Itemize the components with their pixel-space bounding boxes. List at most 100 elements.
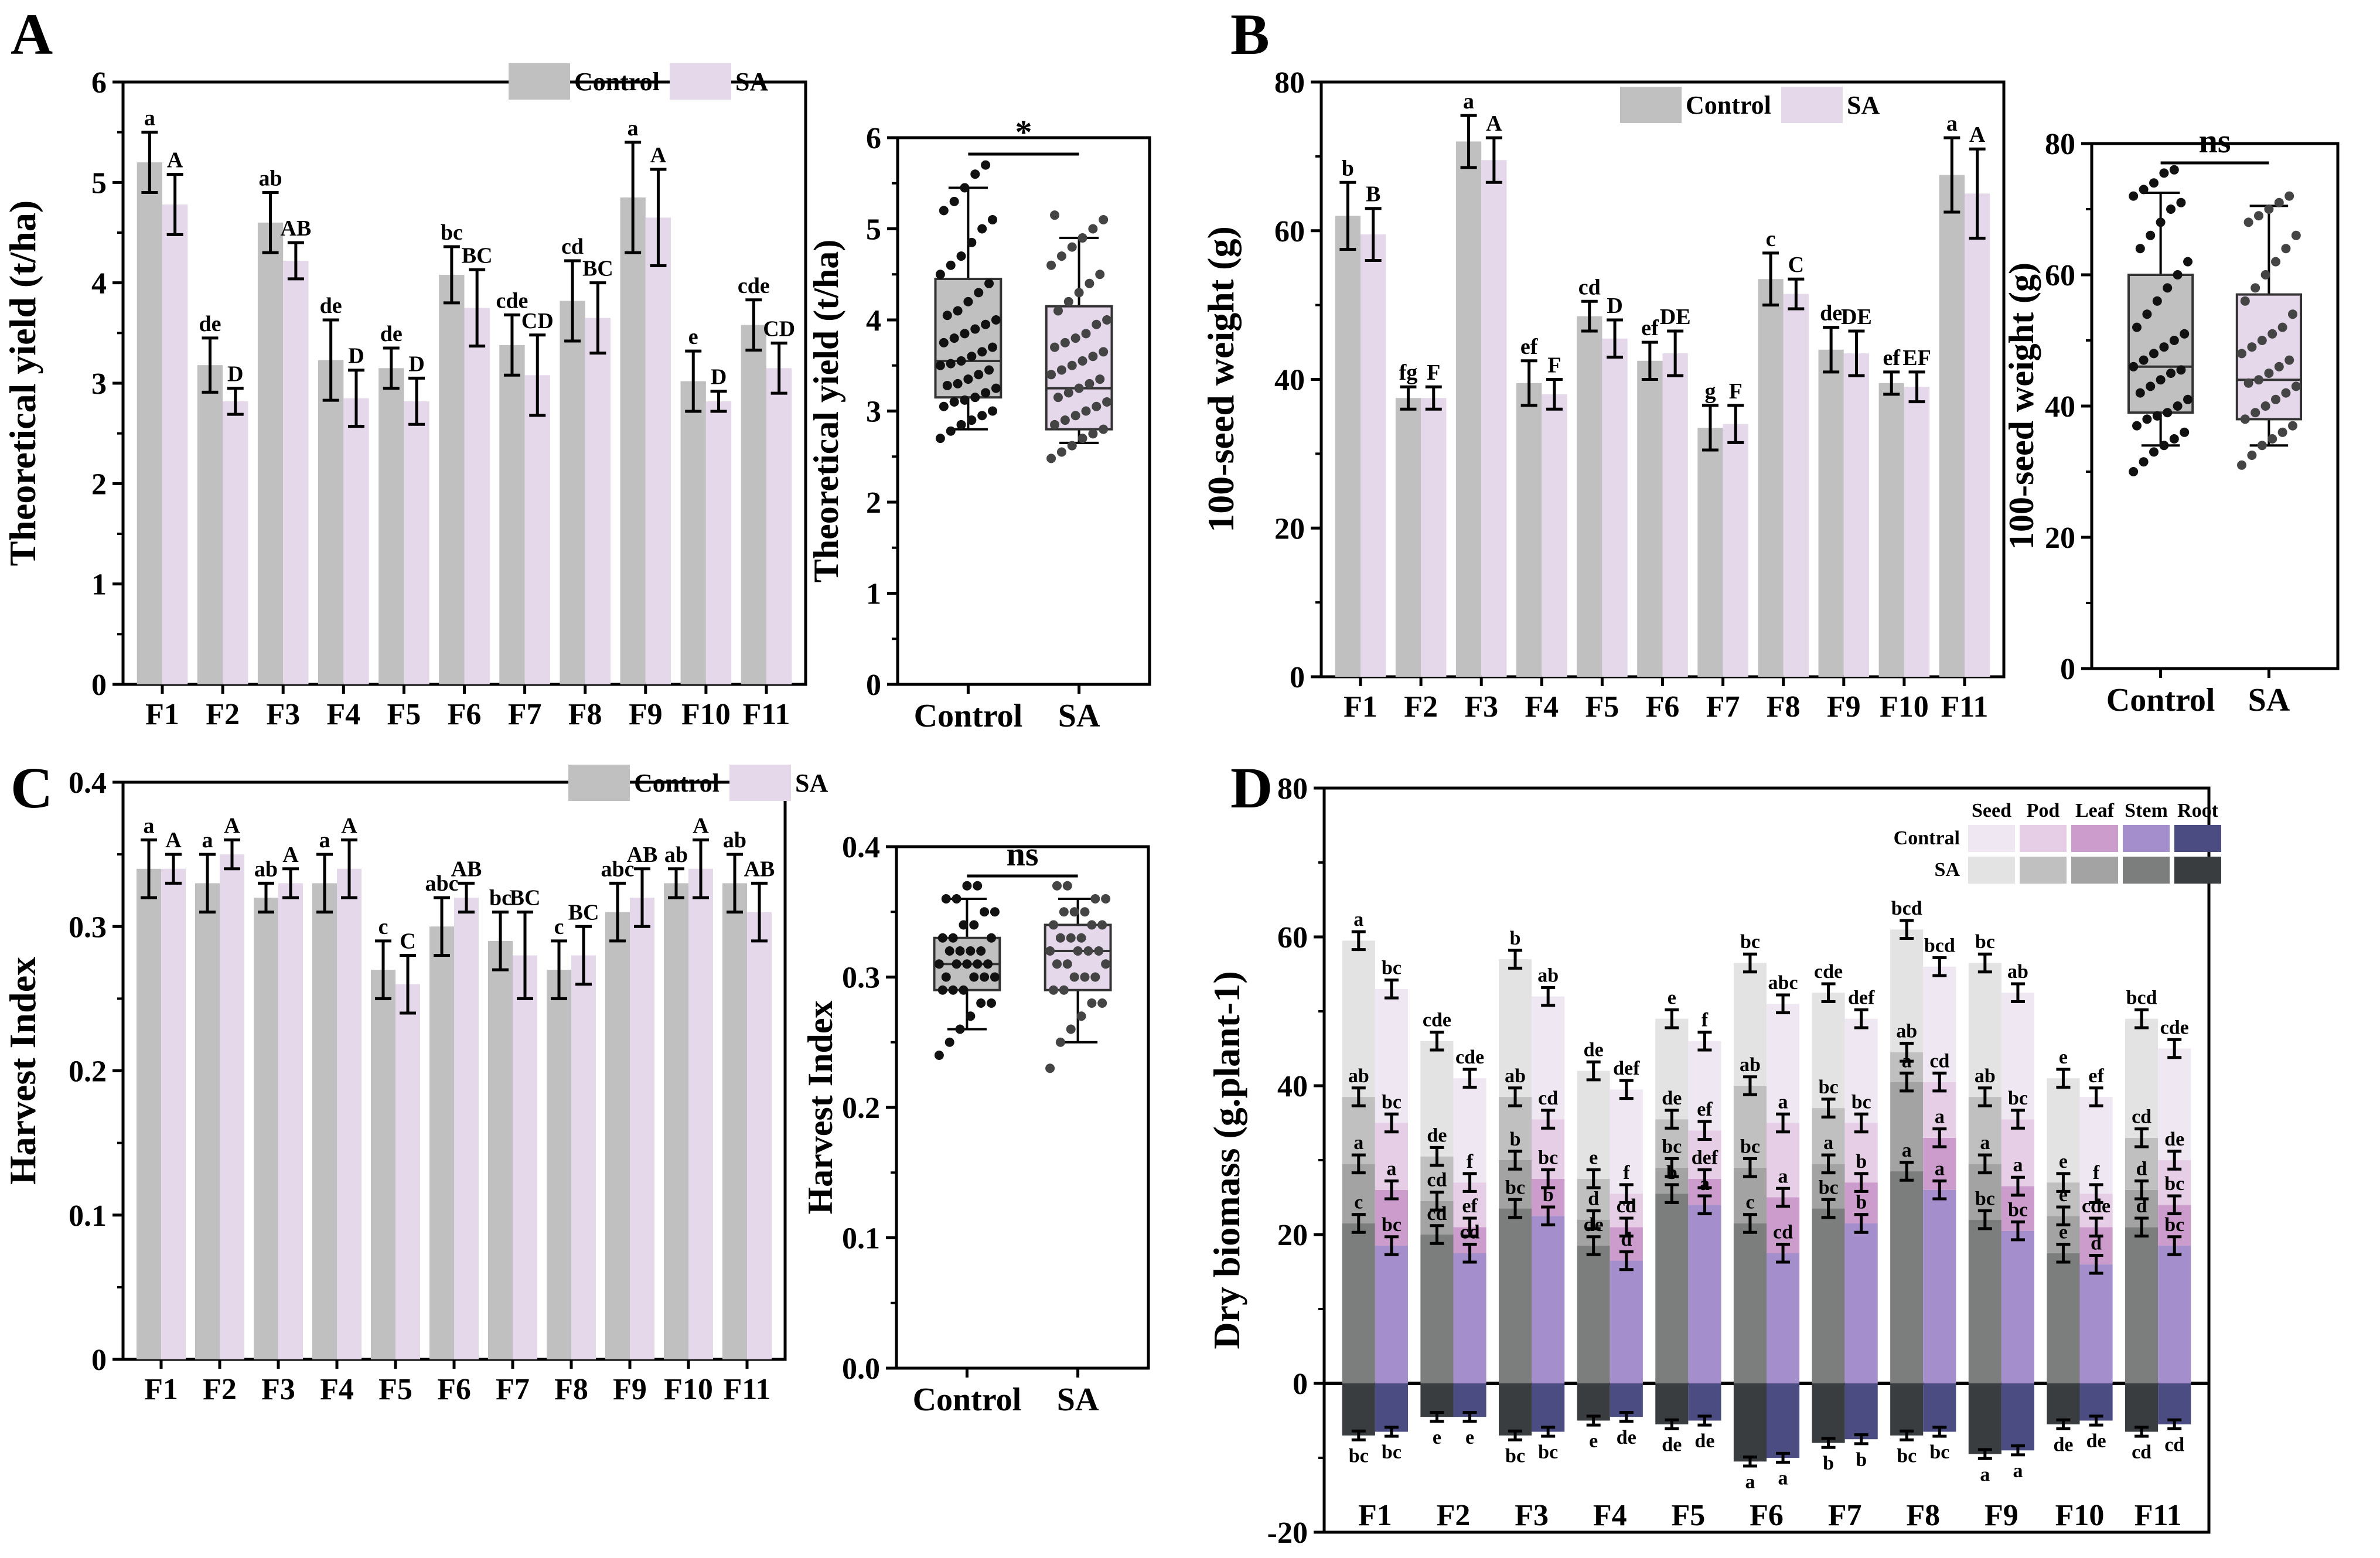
a-box-point — [946, 359, 956, 369]
c-bar-bar-control — [254, 898, 278, 1359]
c-bar-bar-control — [605, 912, 630, 1359]
d-stack-sig-letter: bc — [1819, 1076, 1839, 1098]
c-bar-xtick-label: F6 — [437, 1373, 471, 1406]
a-box-point — [1060, 415, 1070, 425]
d-stack-sig-letter: bc — [1382, 957, 1402, 979]
a-bar-bar-control — [379, 368, 404, 684]
a-bar-ylabel: Theoretical yield (t/ha) — [2, 200, 43, 567]
c-bar-ylabel: Harvest Index — [2, 957, 43, 1185]
c-bar-sig-letter: AB — [627, 843, 658, 867]
d-stack-ytick-label: 20 — [1277, 1219, 1308, 1252]
c-box-point — [973, 959, 983, 969]
a-bar-sig-letter: D — [227, 362, 243, 387]
c-box-point — [945, 1037, 954, 1047]
a-box-ytick-label: 1 — [866, 578, 881, 611]
d-stack-segment-seed — [2125, 1018, 2159, 1138]
b-box-point — [2129, 467, 2139, 476]
a-bar-bar-sa — [223, 401, 248, 684]
a-box-sig-label: * — [1015, 113, 1032, 151]
c-box-point — [1052, 881, 1062, 891]
d-stack-segment-stem — [1342, 1223, 1375, 1383]
a-box-point — [967, 237, 977, 247]
b-box-point — [2139, 457, 2149, 467]
c-bar-bar-sa — [278, 883, 303, 1359]
a-box-point — [970, 324, 980, 334]
b-box-point — [2142, 309, 2152, 319]
d-stack-segment-seed — [1812, 993, 1845, 1109]
b-box-point — [2149, 178, 2159, 188]
b-box-point — [2284, 191, 2294, 201]
a-box-point — [970, 169, 980, 179]
a-bar-bar-sa — [343, 398, 369, 684]
b-box-point — [2142, 414, 2152, 424]
c-bar-xtick-label: F11 — [724, 1373, 771, 1406]
b-bar-xtick-label: F10 — [1880, 690, 1929, 724]
a-bar-sig-letter: D — [408, 352, 424, 376]
d-stack-legend-row: Contral — [1894, 827, 1960, 849]
d-stack-sig-letter: bcd — [1891, 898, 1922, 919]
d-stack-sig-letter: bcd — [1924, 935, 1955, 957]
d-stack-sig-letter: ab — [1505, 1065, 1526, 1087]
b-box-point — [2149, 447, 2159, 457]
d-stack-segment-seed — [1453, 1078, 1486, 1183]
d-stack-segment-stem — [1844, 1223, 1878, 1383]
a-bar-bar-control — [197, 365, 223, 684]
d-stack-sig-letter: d — [1588, 1188, 1599, 1209]
d-stack-sig-letter: cde — [2160, 1017, 2189, 1038]
d-stack-sig-letter: e — [2059, 1046, 2068, 1068]
c-box-point — [1052, 959, 1062, 969]
a-box-point — [960, 329, 970, 339]
c-box-point — [973, 881, 983, 891]
b-box-point — [2180, 427, 2190, 437]
b-box-point — [2183, 394, 2193, 404]
b-box-point — [2129, 191, 2139, 201]
a-bar-ytick-label: 2 — [91, 468, 107, 501]
d-stack-sig-letter: cd — [1538, 1087, 1558, 1109]
d-stack-sig-letter: a — [1980, 1464, 1990, 1485]
b-box-point — [2129, 362, 2139, 371]
b-bar-sig-letter: ef — [1641, 316, 1659, 340]
a-bar-xtick-label: F7 — [508, 698, 542, 731]
a-box-ytick-label: 6 — [866, 122, 881, 155]
b-bar-bar-sa — [1843, 353, 1870, 677]
a-box-point — [1088, 429, 1098, 439]
a-box-point — [987, 406, 997, 416]
b-box-point — [2291, 230, 2301, 240]
b-box-point — [2146, 230, 2156, 240]
d-stack-segment-stem — [1532, 1216, 1565, 1383]
c-bar-bar-sa — [220, 854, 244, 1359]
a-box-point — [949, 333, 959, 343]
c-box-point — [1101, 894, 1111, 904]
d-stack-sig-letter: bc — [1975, 1188, 1995, 1209]
d-stack-sig-letter: a — [1778, 1091, 1788, 1113]
d-stack-sig-letter: bc — [1382, 1091, 1402, 1113]
d-stack-segment-stem — [1968, 1219, 2001, 1383]
d-stack-segment-seed — [1577, 1071, 1610, 1179]
a-box-xtick-label: SA — [1058, 698, 1100, 734]
d-stack-segment-stem — [1610, 1260, 1643, 1383]
d-stack-sig-letter: bc — [1382, 1214, 1402, 1236]
d-stack-xtick-label: F5 — [1671, 1499, 1705, 1532]
d-stack-sig-letter: de — [2086, 1430, 2106, 1452]
a-bar-legend-label: Control — [574, 67, 660, 96]
b-box-chart: 0 20 40 60 80 100-seed weight (g) Control SA ns — [2002, 122, 2340, 718]
b-box-point — [2257, 441, 2267, 451]
c-bar-bar-sa — [747, 912, 772, 1359]
c-bar-sig-letter: A — [165, 828, 182, 853]
b-box-point — [2149, 349, 2159, 359]
c-box-point — [1090, 894, 1100, 904]
b-bar-bar-sa — [1723, 424, 1748, 677]
c-box-point — [1094, 946, 1104, 956]
a-box-point — [1056, 251, 1066, 261]
c-box-point — [1083, 946, 1093, 956]
b-box-point — [2288, 421, 2298, 431]
c-box-point — [1045, 946, 1055, 956]
c-bar-ytick-label: 0.1 — [69, 1199, 107, 1233]
a-box-point — [984, 278, 994, 288]
c-bar-xtick-label: F3 — [261, 1373, 295, 1406]
b-box-point — [2169, 336, 2179, 345]
b-bar-bar-sa — [1421, 398, 1447, 677]
a-box-point — [984, 365, 994, 375]
c-box-point — [1097, 998, 1107, 1008]
